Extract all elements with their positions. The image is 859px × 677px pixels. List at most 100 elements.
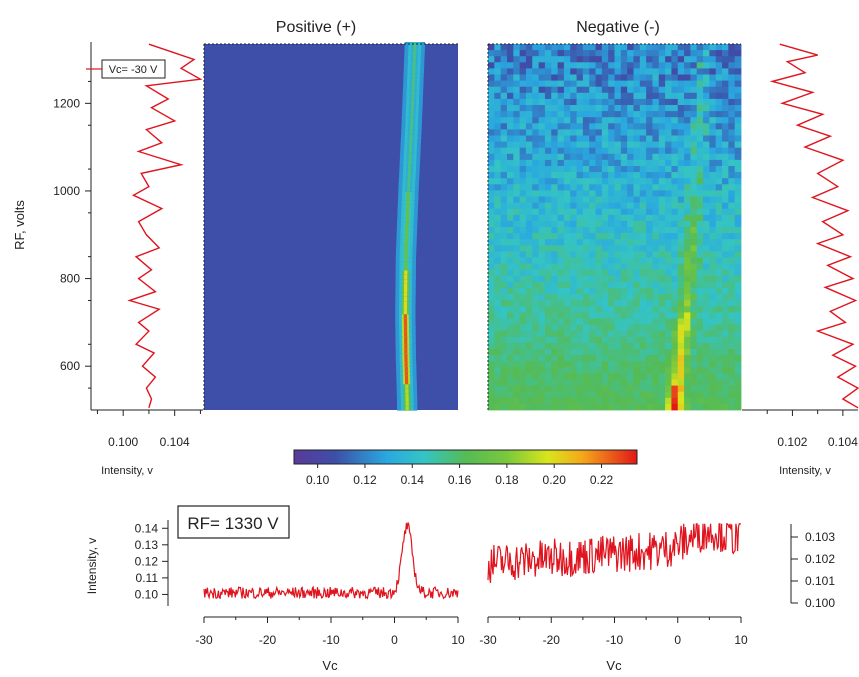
negative-heatmap-cell [576, 105, 584, 112]
negative-heatmap-cell [576, 153, 584, 161]
negative-heatmap-cell [525, 190, 533, 197]
negative-heatmap-cell [557, 74, 565, 81]
negative-heatmap-cell [551, 129, 558, 136]
negative-heatmap-cell [620, 80, 628, 88]
negative-heatmap-cell [658, 367, 666, 374]
negative-heatmap-cell [563, 288, 571, 295]
negative-heatmap-cell [538, 135, 546, 142]
negative-heatmap-cell [544, 196, 552, 203]
left-profile-xtick-label: 0.100 [108, 435, 138, 449]
negative-heatmap-cell [690, 141, 698, 149]
negative-heatmap-cell [690, 361, 698, 368]
positive-heatmap-ridge-cell [408, 147, 413, 153]
negative-heatmap-cell [608, 123, 615, 130]
negative-heatmap-cell [576, 98, 584, 106]
negative-heatmap-cell [627, 330, 634, 338]
negative-heatmap-cell [608, 349, 615, 356]
negative-heatmap-cell [614, 135, 622, 142]
negative-heatmap-cell [620, 288, 628, 295]
negative-heatmap-cell [488, 251, 495, 258]
negative-heatmap-cell [494, 281, 502, 289]
negative-heatmap-cell [506, 342, 514, 350]
negative-heatmap-cell [671, 172, 679, 179]
negative-heatmap-cell [506, 62, 514, 69]
negative-heatmap-cell [722, 166, 729, 173]
negative-heatmap-cell [639, 361, 647, 368]
negative-heatmap-cell [525, 74, 533, 81]
negative-heatmap-cell [734, 300, 742, 307]
negative-heatmap-cell [576, 251, 584, 258]
negative-heatmap-cell [506, 245, 514, 252]
negative-heatmap-cell [690, 330, 698, 338]
positive-heatmap-ridge-cell [411, 94, 415, 100]
negative-heatmap-cell [532, 220, 539, 228]
negative-heatmap-cell [671, 355, 679, 362]
negative-heatmap-cell [677, 172, 685, 179]
positive-heatmap-ridge-cell [404, 239, 409, 245]
negative-heatmap-cell [728, 373, 736, 380]
negative-heatmap-cell [690, 367, 698, 374]
negative-heatmap-cell [703, 281, 710, 289]
negative-heatmap-cell [690, 74, 698, 81]
negative-heatmap-cell [722, 159, 729, 167]
negative-heatmap-cell [658, 403, 666, 411]
negative-heatmap-cell [563, 147, 571, 155]
negative-heatmap-cell [532, 275, 539, 283]
negative-heatmap-cell [646, 62, 653, 69]
negative-heatmap-cell [519, 68, 527, 75]
negative-heatmap-cell [696, 239, 704, 246]
negative-heatmap-cell [519, 44, 527, 51]
negative-heatmap-cell [703, 275, 710, 283]
negative-heatmap-cell [677, 141, 685, 149]
negative-heatmap-cell [506, 306, 514, 313]
negative-heatmap-cell [671, 178, 679, 185]
negative-heatmap-cell [544, 172, 552, 179]
positive-heatmap-ridge-cell [411, 90, 415, 96]
negative-heatmap-cell [633, 141, 641, 149]
negative-heatmap-cell [665, 403, 672, 411]
negative-heatmap-cell [620, 214, 628, 222]
negative-heatmap-cell [734, 202, 742, 210]
negative-heatmap-cell [538, 147, 546, 155]
negative-heatmap-cell [519, 257, 527, 264]
negative-heatmap-cell [677, 349, 685, 356]
negative-heatmap-cell [690, 190, 698, 197]
negative-heatmap-cell [488, 275, 495, 283]
bottom-right-xlabel: Vc [606, 658, 622, 673]
negative-heatmap-cell [532, 385, 539, 393]
negative-heatmap-cell [513, 318, 521, 325]
negative-heatmap-cell [703, 330, 710, 338]
negative-heatmap-cell [538, 129, 546, 136]
negative-heatmap-cell [601, 233, 609, 240]
negative-heatmap-cell [671, 135, 679, 142]
negative-heatmap-cell [513, 312, 521, 319]
negative-heatmap-cell [715, 312, 723, 319]
negative-heatmap-cell [601, 300, 609, 307]
negative-heatmap-cell [589, 275, 596, 283]
negative-heatmap-cell [690, 111, 698, 118]
negative-heatmap-cell [633, 355, 641, 362]
negative-heatmap-cell [519, 318, 527, 325]
negative-heatmap-cell [500, 196, 508, 203]
negative-heatmap-cell [684, 233, 691, 240]
negative-heatmap-cell [513, 361, 521, 368]
negative-heatmap-cell [589, 300, 596, 307]
negative-heatmap-cell [715, 147, 723, 155]
negative-heatmap-cell [671, 324, 679, 332]
negative-heatmap-cell [620, 397, 628, 405]
positive-heatmap-ridge-cell [405, 221, 409, 227]
negative-heatmap-cell [570, 312, 577, 319]
negative-heatmap-cell [506, 312, 514, 319]
negative-heatmap-cell [646, 92, 653, 100]
negative-heatmap-cell [500, 129, 508, 136]
negative-heatmap-cell [671, 141, 679, 149]
negative-heatmap-cell [734, 86, 742, 94]
negative-heatmap-cell [595, 129, 603, 136]
negative-heatmap-cell [658, 330, 666, 338]
negative-heatmap-cell [494, 98, 502, 106]
negative-heatmap-cell [614, 373, 622, 380]
negative-heatmap-cell [544, 86, 552, 94]
negative-heatmap-cell [525, 233, 533, 240]
negative-heatmap-cell [684, 312, 691, 319]
